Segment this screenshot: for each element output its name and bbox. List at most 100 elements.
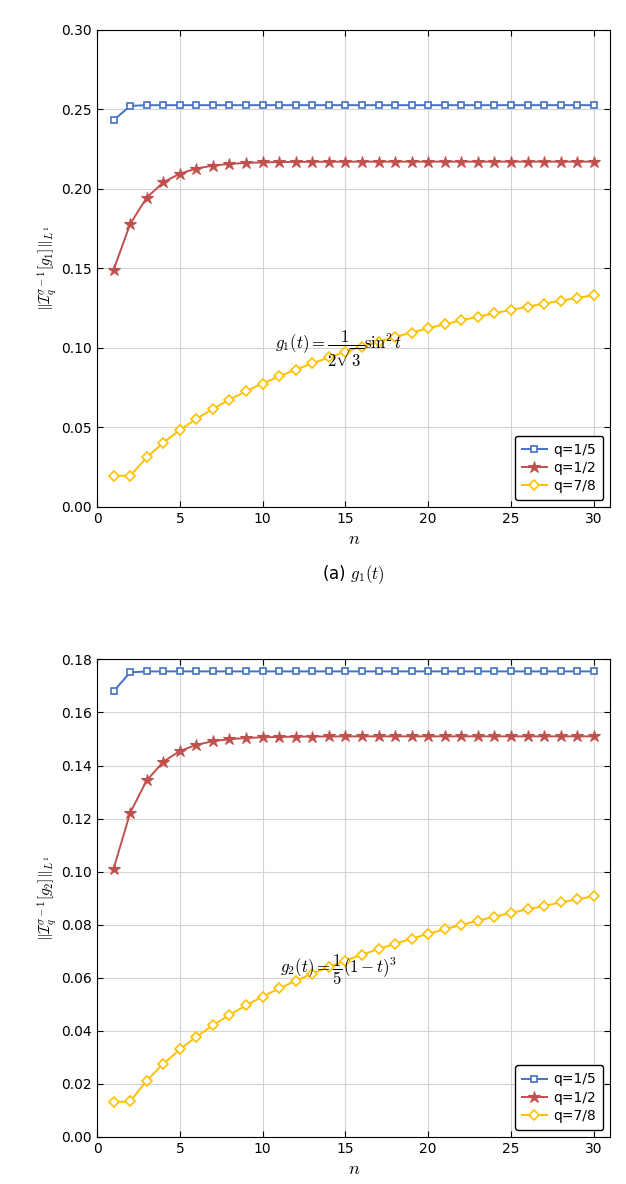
- q=1/2: [325, 155, 332, 169]
- q=1/2: [408, 155, 416, 169]
- q=1/5: [540, 664, 548, 678]
- q=1/5: [358, 98, 366, 112]
- q=1/5: [375, 664, 382, 678]
- q=1/2: [458, 729, 465, 744]
- q=1/5: [474, 664, 481, 678]
- q=1/5: [309, 664, 316, 678]
- q=1/2: [309, 729, 316, 744]
- q=1/5: [242, 98, 250, 112]
- Text: $g_2(t) = \dfrac{1}{5}(1-t)^3$: $g_2(t) = \dfrac{1}{5}(1-t)^3$: [280, 952, 397, 986]
- Legend: q=1/5, q=1/2, q=7/8: q=1/5, q=1/2, q=7/8: [515, 436, 603, 500]
- q=1/5: [292, 98, 299, 112]
- q=7/8: [424, 321, 432, 335]
- q=7/8: [474, 310, 481, 324]
- q=7/8: [491, 307, 498, 321]
- q=7/8: [540, 899, 548, 913]
- q=7/8: [259, 990, 267, 1004]
- q=7/8: [110, 469, 117, 483]
- q=7/8: [557, 294, 565, 308]
- q=7/8: [524, 902, 531, 916]
- Legend: q=1/5, q=1/2, q=7/8: q=1/5, q=1/2, q=7/8: [515, 1066, 603, 1130]
- q=1/5: [325, 98, 332, 112]
- q=7/8: [309, 966, 316, 980]
- q=1/2: [342, 155, 349, 169]
- q=1/2: [391, 155, 399, 169]
- q=1/5: [474, 98, 481, 112]
- q=7/8: [242, 998, 250, 1012]
- q=7/8: [160, 1057, 167, 1072]
- q=1/5: [143, 98, 150, 112]
- q=1/2: [507, 155, 515, 169]
- q=1/2: [309, 155, 316, 169]
- q=1/2: [209, 159, 217, 173]
- q=1/5: [524, 98, 531, 112]
- q=7/8: [507, 303, 515, 317]
- q=1/2: [126, 806, 134, 821]
- q=1/5: [458, 98, 465, 112]
- q=7/8: [193, 1030, 200, 1044]
- q=1/5: [424, 98, 432, 112]
- q=1/5: [391, 664, 399, 678]
- q=1/2: [342, 729, 349, 744]
- q=7/8: [408, 326, 416, 340]
- q=1/5: [491, 664, 498, 678]
- q=1/5: [557, 98, 565, 112]
- Y-axis label: $\|\mathcal{I}_q^{\sigma-1}[g_1]\|_{L^1}$: $\|\mathcal{I}_q^{\sigma-1}[g_1]\|_{L^1}…: [34, 225, 59, 311]
- q=7/8: [441, 922, 448, 937]
- Line: q=1/2: q=1/2: [107, 731, 600, 875]
- q=7/8: [143, 1074, 150, 1088]
- q=1/2: [143, 773, 150, 787]
- q=7/8: [176, 423, 183, 437]
- q=7/8: [491, 909, 498, 924]
- q=7/8: [325, 350, 332, 365]
- q=1/2: [524, 155, 531, 169]
- q=1/2: [176, 167, 183, 181]
- q=1/2: [408, 729, 416, 744]
- q=7/8: [474, 914, 481, 928]
- q=1/5: [590, 664, 598, 678]
- q=7/8: [441, 317, 448, 332]
- q=7/8: [176, 1042, 183, 1056]
- q=1/2: [226, 156, 233, 170]
- q=1/2: [424, 729, 432, 744]
- q=7/8: [573, 291, 581, 305]
- q=7/8: [557, 895, 565, 909]
- q=1/2: [573, 155, 581, 169]
- q=7/8: [540, 296, 548, 310]
- q=7/8: [408, 932, 416, 946]
- q=1/2: [275, 729, 283, 744]
- q=1/5: [524, 664, 531, 678]
- Line: q=1/2: q=1/2: [107, 155, 600, 276]
- q=7/8: [590, 889, 598, 903]
- q=1/5: [342, 98, 349, 112]
- q=1/5: [160, 664, 167, 678]
- q=7/8: [126, 469, 134, 483]
- q=1/5: [110, 684, 117, 699]
- X-axis label: $n$: $n$: [347, 1159, 360, 1178]
- q=1/2: [358, 155, 366, 169]
- q=1/2: [375, 155, 382, 169]
- q=1/2: [275, 155, 283, 169]
- q=7/8: [524, 300, 531, 314]
- q=1/2: [242, 731, 250, 745]
- q=7/8: [226, 1008, 233, 1022]
- q=7/8: [275, 369, 283, 384]
- q=1/2: [391, 729, 399, 744]
- q=7/8: [110, 1095, 117, 1109]
- q=1/2: [491, 155, 498, 169]
- q=1/5: [126, 665, 134, 680]
- q=1/5: [342, 664, 349, 678]
- Line: q=1/5: q=1/5: [110, 668, 597, 695]
- q=1/2: [259, 155, 267, 169]
- q=1/5: [590, 98, 598, 112]
- q=1/5: [507, 664, 515, 678]
- q=7/8: [292, 973, 299, 987]
- q=1/5: [193, 98, 200, 112]
- q=1/2: [540, 729, 548, 744]
- q=1/5: [176, 664, 183, 678]
- q=1/2: [458, 155, 465, 169]
- q=1/5: [275, 664, 283, 678]
- q=7/8: [590, 288, 598, 302]
- q=7/8: [259, 377, 267, 391]
- q=1/5: [226, 664, 233, 678]
